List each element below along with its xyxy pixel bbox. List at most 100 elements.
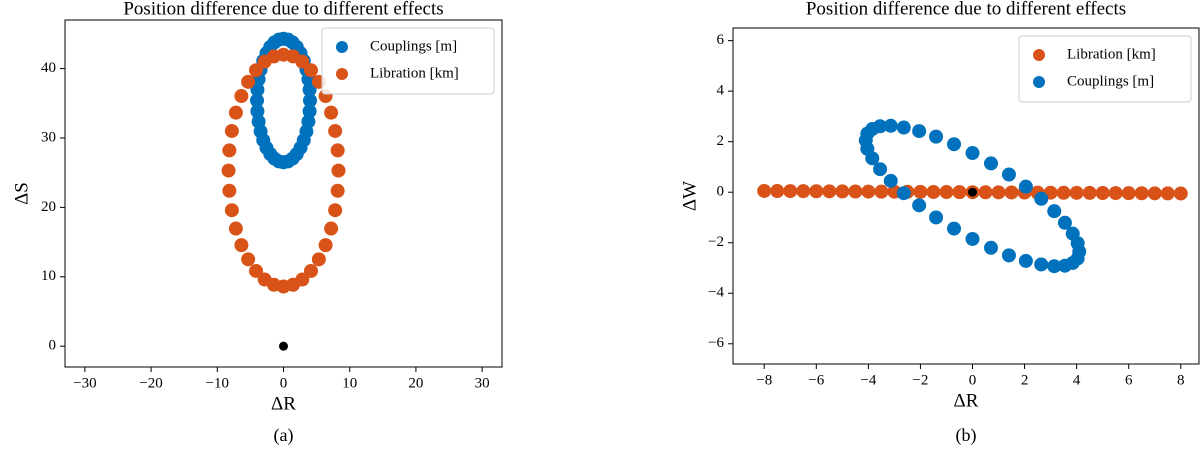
legend-text: Libration [km] <box>370 65 459 81</box>
legend-marker <box>1033 49 1045 61</box>
scatter-point <box>241 252 256 267</box>
scatter-point <box>234 89 249 104</box>
scatter-point <box>1121 186 1136 201</box>
scatter-point <box>324 105 339 120</box>
scatter-point <box>874 184 889 199</box>
x-tick-label: −10 <box>206 375 229 391</box>
scatter-point <box>896 186 911 201</box>
scatter-point <box>1147 186 1162 201</box>
scatter-point <box>865 151 880 166</box>
scatter-point <box>965 146 980 161</box>
axes-frame <box>64 19 503 368</box>
x-tick-label: −2 <box>912 372 928 388</box>
scatter-point <box>1173 186 1188 201</box>
x-tick-label: −4 <box>860 372 876 388</box>
scatter-point <box>983 156 998 171</box>
scatter-point <box>1108 186 1123 201</box>
scatter-point <box>1034 191 1049 206</box>
scatter-point <box>224 123 239 138</box>
scatter-point <box>939 185 954 200</box>
scatter-point <box>250 93 265 108</box>
scatter-point <box>250 82 265 97</box>
scatter-point <box>913 184 928 199</box>
x-tick-label: −30 <box>73 375 96 391</box>
scatter-point <box>757 183 772 198</box>
legend-text: Couplings [m] <box>370 38 457 54</box>
x-axis-label: ΔR <box>271 393 296 414</box>
scatter-point <box>257 54 272 69</box>
scatter-point <box>301 114 316 129</box>
scatter-point <box>303 63 318 78</box>
scatter-point <box>873 162 888 177</box>
y-axis-label: ΔS <box>11 182 32 205</box>
axes-frame <box>732 27 1200 365</box>
scatter-point <box>822 184 837 199</box>
plot-area <box>221 31 346 351</box>
scatter-point <box>912 124 927 139</box>
scatter-point <box>929 210 944 225</box>
legend-text: Couplings [m] <box>1067 73 1154 89</box>
scatter-point <box>929 129 944 144</box>
x-tick-label: −6 <box>808 372 824 388</box>
scatter-point <box>249 263 264 278</box>
x-tick-label: 6 <box>1125 372 1133 388</box>
legend: Libration [km] Couplings [m] <box>1018 35 1192 103</box>
legend-marker <box>1033 76 1045 88</box>
scatter-point <box>896 120 911 135</box>
y-tick-label: 10 <box>41 268 56 284</box>
scatter-point <box>295 272 310 287</box>
scatter-point <box>222 183 237 198</box>
scatter-point <box>228 221 243 236</box>
origin-point <box>279 341 288 351</box>
scatter-point <box>1069 185 1084 200</box>
y-axis-label: ΔW <box>679 181 700 211</box>
scatter-point <box>234 238 249 253</box>
scatter-point <box>991 185 1006 200</box>
x-tick-label: −8 <box>756 372 772 388</box>
scatter-point <box>965 231 980 246</box>
scatter-point <box>222 143 237 158</box>
x-tick-label: −20 <box>139 375 162 391</box>
scatter-point <box>1001 248 1016 263</box>
scatter-point <box>1082 185 1097 200</box>
y-tick-label: 30 <box>41 129 56 145</box>
scatter-point <box>783 184 798 199</box>
scatter-point <box>1018 253 1033 268</box>
scatter-point <box>311 252 326 267</box>
caption: (a) <box>274 425 294 446</box>
legend-marker <box>336 68 348 80</box>
scatter-point <box>1057 215 1072 230</box>
y-tick-label: −6 <box>708 335 724 351</box>
legend: Couplings [m] Libration [km] <box>321 27 495 95</box>
x-tick-label: 2 <box>1021 372 1029 388</box>
x-tick-label: 0 <box>280 375 288 391</box>
scatter-point <box>228 105 243 120</box>
scatter-point <box>241 74 256 89</box>
y-tick-label: 0 <box>717 184 725 200</box>
scatter-point <box>328 203 343 218</box>
scatter-point <box>926 184 941 199</box>
y-tick-label: 40 <box>41 60 56 76</box>
chart-title: Position difference due to different eff… <box>806 0 1126 19</box>
scatter-point <box>1018 179 1033 194</box>
scatter-point <box>1134 186 1149 201</box>
scatter-point <box>302 93 317 108</box>
legend-box <box>1018 35 1192 103</box>
x-tick-label: 30 <box>475 375 490 391</box>
scatter-point <box>861 184 876 199</box>
scatter-point <box>978 185 993 200</box>
scatter-point <box>947 137 962 152</box>
scatter-point <box>318 238 333 253</box>
caption: (b) <box>956 425 977 446</box>
scatter-point <box>324 221 339 236</box>
scatter-point <box>302 104 317 119</box>
scatter-point <box>1160 186 1175 201</box>
scatter-point <box>1001 167 1016 182</box>
scatter-point <box>224 203 239 218</box>
scatter-point <box>1065 226 1080 241</box>
scatter-point <box>1047 259 1062 274</box>
subplot: Position difference due to different eff… <box>679 0 1200 446</box>
y-tick-label: 2 <box>717 133 725 149</box>
legend-text: Libration [km] <box>1067 46 1156 62</box>
